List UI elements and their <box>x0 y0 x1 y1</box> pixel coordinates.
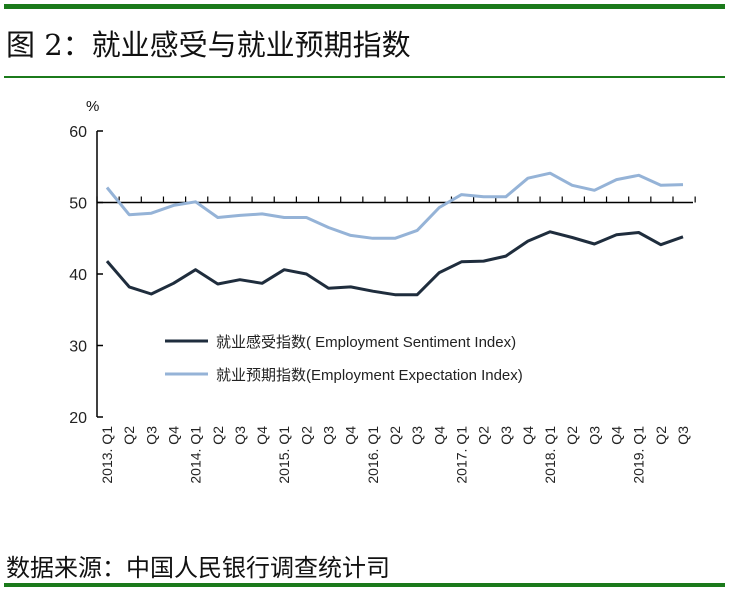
x-tick-label: Q4 <box>609 426 625 445</box>
x-tick-label: 2015. Q1 <box>276 426 292 484</box>
bottom-rule <box>4 583 725 587</box>
series-line <box>105 171 684 240</box>
x-tick-label: Q4 <box>431 426 447 445</box>
x-tick-label: Q4 <box>254 426 270 445</box>
x-tick-label: 2016. Q1 <box>365 426 381 484</box>
tick-labels: 20 30 40 50 60 2013. Q1 Q2 Q3 Q4 2014. Q1 Q2 Q3 Q4 20… <box>69 124 691 484</box>
x-tick-label: Q3 <box>498 426 514 445</box>
x-tick-label: Q3 <box>232 426 248 445</box>
x-tick-label: Q4 <box>165 426 181 445</box>
x-tick-label: Q2 <box>653 426 669 445</box>
line-chart: 20 30 40 50 60 2013. Q1 Q2 Q3 Q4 2014. Q1 Q2 Q3 Q4 20… <box>69 98 696 484</box>
legend: 就业感受指数( Employment Sentiment Index) 就业预期指… <box>165 334 523 384</box>
x-tick-label: Q3 <box>586 426 602 445</box>
figure-title: 图 2：就业感受与就业预期指数 <box>6 28 411 62</box>
x-tick-label: Q2 <box>476 426 492 445</box>
series-lines <box>105 171 684 297</box>
x-tick-label: Q4 <box>520 426 536 445</box>
legend-label: 就业预期指数(Employment Expectation Index) <box>216 367 523 384</box>
x-tick-label: 2014. Q1 <box>188 426 204 484</box>
x-tick-label: Q3 <box>321 426 337 445</box>
title-rule <box>4 76 725 78</box>
x-tick-label: Q3 <box>143 426 159 445</box>
x-tick-label: Q2 <box>298 426 314 445</box>
legend-label: 就业感受指数( Employment Sentiment Index) <box>216 334 516 351</box>
x-tick-label: Q3 <box>675 426 691 445</box>
top-rule <box>4 4 725 9</box>
x-tick-label: Q2 <box>210 426 226 445</box>
x-tick-label: 2013. Q1 <box>99 426 115 484</box>
y-tick-label: 20 <box>69 410 87 427</box>
x-tick-label: Q2 <box>564 426 580 445</box>
x-tick-label: 2019. Q1 <box>631 426 647 484</box>
x-tick-label: Q4 <box>343 426 359 445</box>
x-tick-label: Q3 <box>409 426 425 445</box>
x-tick-label: Q2 <box>387 426 403 445</box>
x-tick-label: Q2 <box>121 426 137 445</box>
y-tick-label: 60 <box>69 124 87 141</box>
y-tick-label: 40 <box>69 267 87 284</box>
x-tick-label: 2018. Q1 <box>542 426 558 484</box>
y-tick-label: 50 <box>69 196 87 213</box>
x-tick-label: 2017. Q1 <box>453 426 469 484</box>
y-tick-label: 30 <box>69 339 87 356</box>
y-axis-unit: % <box>86 98 99 115</box>
source-note: 数据来源：中国人民银行调查统计司 <box>6 554 390 582</box>
series-line <box>105 230 684 297</box>
